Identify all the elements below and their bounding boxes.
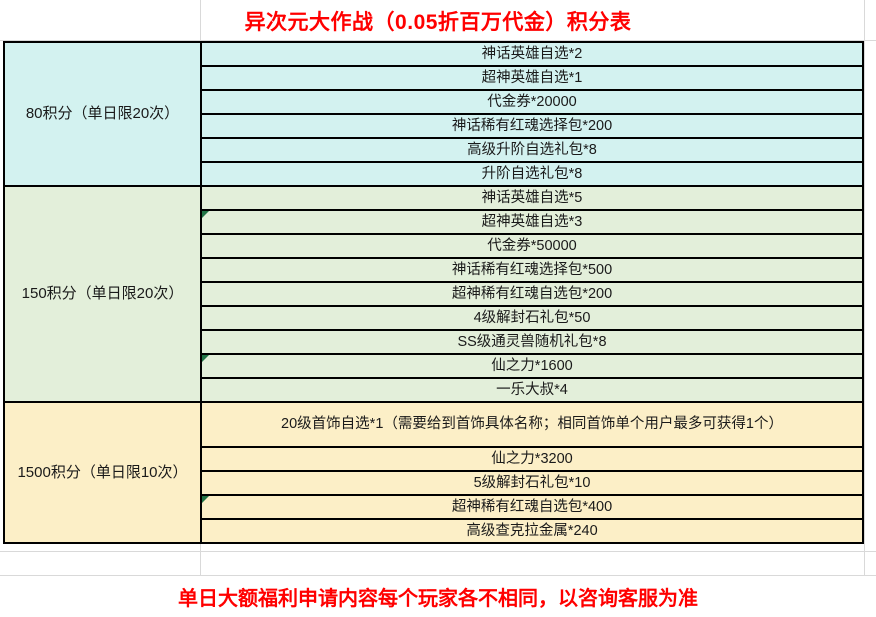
tier-label-cell: 1500积分（单日限10次）	[3, 401, 202, 544]
comment-flag-icon	[202, 211, 209, 218]
reward-cell: 代金券*20000	[200, 89, 864, 115]
reward-cell: 一乐大叔*4	[200, 377, 864, 403]
page-title: 异次元大作战（0.05折百万代金）积分表	[0, 0, 876, 41]
reward-cell: 神话英雄自选*5	[200, 185, 864, 211]
table-row: 150积分（单日限20次） 神话英雄自选*5	[3, 185, 864, 403]
tier-label-cell: 80积分（单日限20次）	[3, 41, 202, 187]
footer-note-text: 单日大额福利申请内容每个玩家各不相同，以咨询客服为准	[178, 588, 698, 610]
table-row: 神话稀有红魂选择包*200	[4, 113, 864, 139]
footer-note: 单日大额福利申请内容每个玩家各不相同，以咨询客服为准	[0, 576, 876, 617]
page-title-text: 异次元大作战（0.05折百万代金）积分表	[244, 10, 632, 34]
points-table: 80积分（单日限20次） 神话英雄自选*2 超神英雄自选*1 代金券*20000 神话稀…	[3, 41, 864, 544]
reward-cell: 升阶自选礼包*8	[200, 161, 864, 187]
reward-cell: 神话稀有红魂选择包*200	[200, 113, 864, 139]
tier-label-cell: 150积分（单日限20次）	[3, 185, 202, 403]
comment-flag-icon	[202, 496, 209, 503]
table-row: 代金券*20000	[4, 89, 864, 115]
table-row: 一乐大叔*4	[4, 377, 864, 403]
table-row: 代金券*50000	[4, 233, 864, 259]
table-row: 4级解封石礼包*50	[4, 305, 864, 331]
table-row: 5级解封石礼包*10	[4, 470, 864, 496]
table-row: 80积分（单日限20次） 神话英雄自选*2	[3, 41, 864, 187]
reward-cell: 20级首饰自选*1（需要给到首饰具体名称；相同首饰单个用户最多可获得1个）	[200, 401, 864, 448]
table-row: 仙之力*3200	[4, 446, 864, 472]
reward-cell: 4级解封石礼包*50	[200, 305, 864, 331]
table-row: 仙之力*1600	[4, 353, 864, 379]
reward-cell: 高级查克拉金属*240	[200, 518, 864, 544]
table-row: 超神稀有红魂自选包*400	[4, 494, 864, 520]
table-row: 升阶自选礼包*8	[4, 161, 864, 187]
reward-cell: 代金券*50000	[200, 233, 864, 259]
reward-cell: SS级通灵兽随机礼包*8	[200, 329, 864, 355]
table-row: SS级通灵兽随机礼包*8	[4, 329, 864, 355]
table-row: 超神稀有红魂自选包*200	[4, 281, 864, 307]
grid-hline	[0, 551, 876, 552]
reward-cell: 仙之力*3200	[200, 446, 864, 472]
grid-vline	[864, 0, 865, 617]
reward-cell: 超神英雄自选*1	[200, 65, 864, 91]
reward-cell: 神话英雄自选*2	[200, 41, 864, 67]
reward-cell: 高级升阶自选礼包*8	[200, 137, 864, 163]
points-table-body: 80积分（单日限20次） 神话英雄自选*2 超神英雄自选*1 代金券*20000 神话稀…	[3, 41, 864, 544]
reward-cell: 仙之力*1600	[200, 353, 864, 379]
table-row: 1500积分（单日限10次） 20级首饰自选*1（需要给到首饰具体名称；相同首饰单…	[3, 401, 864, 544]
reward-cell: 超神稀有红魂自选包*400	[200, 494, 864, 520]
table-row: 神话稀有红魂选择包*500	[4, 257, 864, 283]
reward-cell: 超神稀有红魂自选包*200	[200, 281, 864, 307]
reward-cell: 超神英雄自选*3	[200, 209, 864, 235]
table-row: 超神英雄自选*3	[4, 209, 864, 235]
table-row: 高级查克拉金属*240	[4, 518, 864, 544]
table-row: 超神英雄自选*1	[4, 65, 864, 91]
comment-flag-icon	[202, 355, 209, 362]
reward-cell: 5级解封石礼包*10	[200, 470, 864, 496]
reward-cell: 神话稀有红魂选择包*500	[200, 257, 864, 283]
table-row: 高级升阶自选礼包*8	[4, 137, 864, 163]
